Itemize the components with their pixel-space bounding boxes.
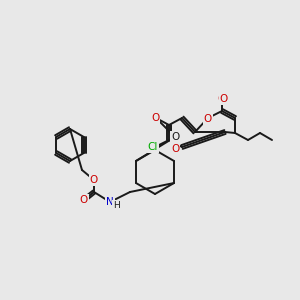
Text: O: O (171, 144, 179, 154)
Text: O: O (220, 94, 228, 104)
Text: O: O (80, 195, 88, 205)
Text: O: O (218, 94, 226, 104)
Text: O: O (90, 175, 98, 185)
Text: Cl: Cl (148, 142, 158, 152)
Text: O: O (151, 113, 159, 123)
Text: O: O (171, 144, 179, 154)
Text: O: O (204, 114, 212, 124)
Text: H: H (112, 200, 119, 209)
Text: N: N (106, 197, 114, 207)
Text: O: O (171, 132, 179, 142)
